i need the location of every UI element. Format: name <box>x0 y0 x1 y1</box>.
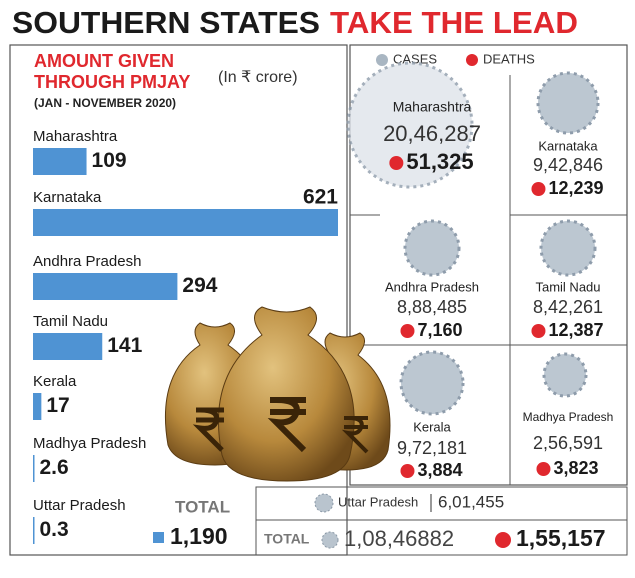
value-label: 0.3 <box>40 518 69 541</box>
value-label: 109 <box>92 149 127 172</box>
state-cases: 6,01,455 <box>438 492 504 511</box>
virus-icon <box>536 71 600 135</box>
state-name: Uttar Pradesh <box>338 494 418 509</box>
virus-icon <box>403 219 461 277</box>
totals-deaths: 1,55,157 <box>516 525 606 551</box>
bar <box>33 455 35 482</box>
total-value: 1,190 <box>170 523 228 549</box>
category-label: Kerala <box>33 373 77 390</box>
state-cases: 2,56,591 <box>533 433 603 453</box>
category-label: Madhya Pradesh <box>33 435 146 452</box>
legend-swatch <box>466 54 478 66</box>
chart-period: (JAN - NOVEMBER 2020) <box>34 96 176 110</box>
virus-icon <box>399 350 465 416</box>
state-deaths: 7,160 <box>417 320 462 340</box>
state-deaths: 51,325 <box>406 149 473 174</box>
virus-icon <box>314 493 334 513</box>
category-label: Uttar Pradesh <box>33 497 126 514</box>
state-name: Madhya Pradesh <box>523 410 614 424</box>
right-panel <box>349 44 628 486</box>
state-cases: 20,46,287 <box>383 121 481 146</box>
bottom-panel <box>255 486 628 556</box>
total-swatch <box>153 532 164 543</box>
deaths-icon <box>531 324 546 338</box>
bar <box>33 209 338 236</box>
deaths-icon <box>531 182 546 196</box>
chart-title: AMOUNT GIVEN <box>34 51 174 71</box>
deaths-icon <box>495 532 511 548</box>
bar <box>33 273 178 300</box>
bar-chart: Maharashtra 109 Karnataka 621 Andhra Pradesh… <box>33 128 338 544</box>
bar <box>33 333 103 360</box>
category-label: Tamil Nadu <box>33 313 108 330</box>
bar <box>33 517 35 544</box>
virus-icon <box>321 531 339 549</box>
bar <box>33 148 87 175</box>
value-label: 294 <box>182 274 217 297</box>
chart-subtitle: (In ₹ crore) <box>218 69 298 86</box>
legend-label: DEATHS <box>483 51 535 66</box>
state-name: Andhra Pradesh <box>385 279 479 294</box>
deaths-icon <box>400 324 415 338</box>
state-deaths: 12,387 <box>548 320 603 340</box>
category-label: Andhra Pradesh <box>33 253 141 270</box>
left-panel <box>9 44 348 556</box>
state-name: Maharashtra <box>393 99 472 115</box>
virus-icon <box>539 219 597 277</box>
title-part2: TAKE THE LEAD <box>330 5 578 40</box>
deaths-icon <box>536 462 551 476</box>
total-label: TOTAL <box>175 497 230 516</box>
virus-icon <box>542 352 588 398</box>
value-label: 2.6 <box>40 456 69 479</box>
title-part1: SOUTHERN STATES <box>12 5 320 40</box>
virus-icon <box>346 61 474 189</box>
legend-label: CASES <box>393 51 437 66</box>
category-label: Maharashtra <box>33 128 118 145</box>
state-name: Tamil Nadu <box>535 279 600 294</box>
deaths-icon <box>389 156 404 170</box>
state-cases: 9,72,181 <box>397 438 467 458</box>
totals-label: TOTAL <box>264 531 310 547</box>
value-label: 621 <box>303 186 338 209</box>
state-cases: 8,42,261 <box>533 297 603 317</box>
state-cells: Maharashtra 20,46,287 51,325 Karnataka 9,42,… <box>346 61 614 480</box>
totals-cases: 1,08,46882 <box>344 526 454 551</box>
state-cases: 8,88,485 <box>397 297 467 317</box>
value-label: 141 <box>107 334 142 357</box>
state-cases: 9,42,846 <box>533 155 603 175</box>
legend-swatch <box>376 54 388 66</box>
state-deaths: 12,239 <box>548 178 603 198</box>
state-name: Karnataka <box>538 138 598 153</box>
chart-title: THROUGH PMJAY <box>34 72 190 92</box>
value-label: 17 <box>46 394 69 417</box>
state-deaths: 3,823 <box>553 458 598 478</box>
state-deaths: 3,884 <box>417 460 462 480</box>
state-name: Kerala <box>413 419 451 434</box>
bar <box>33 393 42 420</box>
money-bags <box>164 306 391 482</box>
category-label: Karnataka <box>33 189 102 206</box>
deaths-icon <box>400 464 415 478</box>
